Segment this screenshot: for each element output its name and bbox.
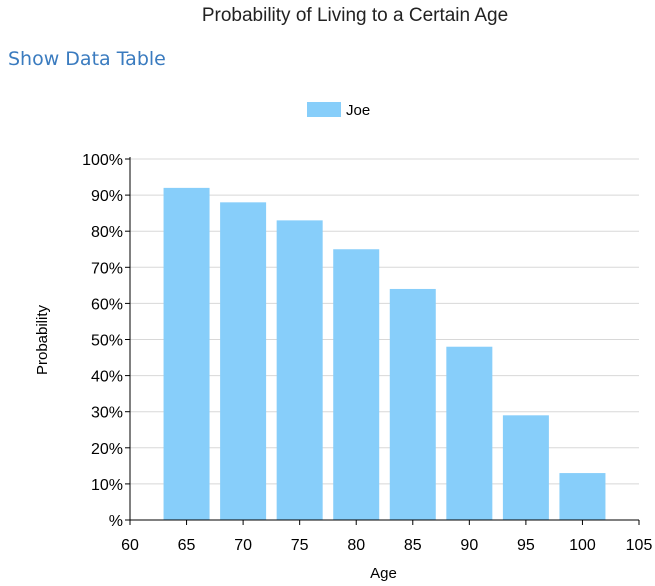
- legend-swatch-Joe: [307, 102, 341, 117]
- y-tick-label-5: 50%: [91, 333, 123, 350]
- y-axis-title: Probability: [34, 304, 51, 375]
- y-tick-label-4: 40%: [91, 369, 123, 386]
- y-tick-label-1: 10%: [91, 477, 123, 494]
- x-tick-label-3: 75: [291, 537, 309, 554]
- x-tick-label-0: 60: [121, 537, 139, 554]
- x-tick-label-4: 80: [347, 537, 365, 554]
- x-tick-label-6: 90: [460, 537, 478, 554]
- bar-85: [389, 288, 436, 520]
- bar-80: [333, 249, 380, 520]
- page-title: Probability of Living to a Certain Age: [201, 5, 509, 26]
- x-axis-title: Age: [370, 565, 397, 582]
- x-tick-label-9: 105: [626, 537, 653, 554]
- y-tick-label-0: %: [109, 513, 123, 530]
- bar-95: [502, 415, 549, 520]
- y-tick-label-7: 70%: [91, 260, 123, 277]
- x-tick-label-2: 70: [234, 537, 252, 554]
- y-tick-label-8: 80%: [91, 224, 123, 241]
- y-tick-label-10: 100%: [82, 152, 123, 169]
- x-tick-label-5: 85: [404, 537, 422, 554]
- bar-65: [163, 187, 210, 520]
- bar-90: [446, 346, 493, 520]
- bar-75: [276, 220, 323, 520]
- bar-70: [220, 202, 267, 520]
- show-data-table-link[interactable]: Show Data Table: [8, 48, 166, 70]
- x-tick-label-8: 100: [569, 537, 596, 554]
- legend-label-Joe: Joe: [346, 102, 370, 119]
- y-tick-label-9: 90%: [91, 188, 123, 205]
- y-tick-label-3: 30%: [91, 405, 123, 422]
- bar-100: [559, 473, 606, 520]
- x-tick-label-7: 95: [517, 537, 535, 554]
- x-tick-label-1: 65: [178, 537, 196, 554]
- y-tick-label-6: 60%: [91, 296, 123, 313]
- y-tick-label-2: 20%: [91, 441, 123, 458]
